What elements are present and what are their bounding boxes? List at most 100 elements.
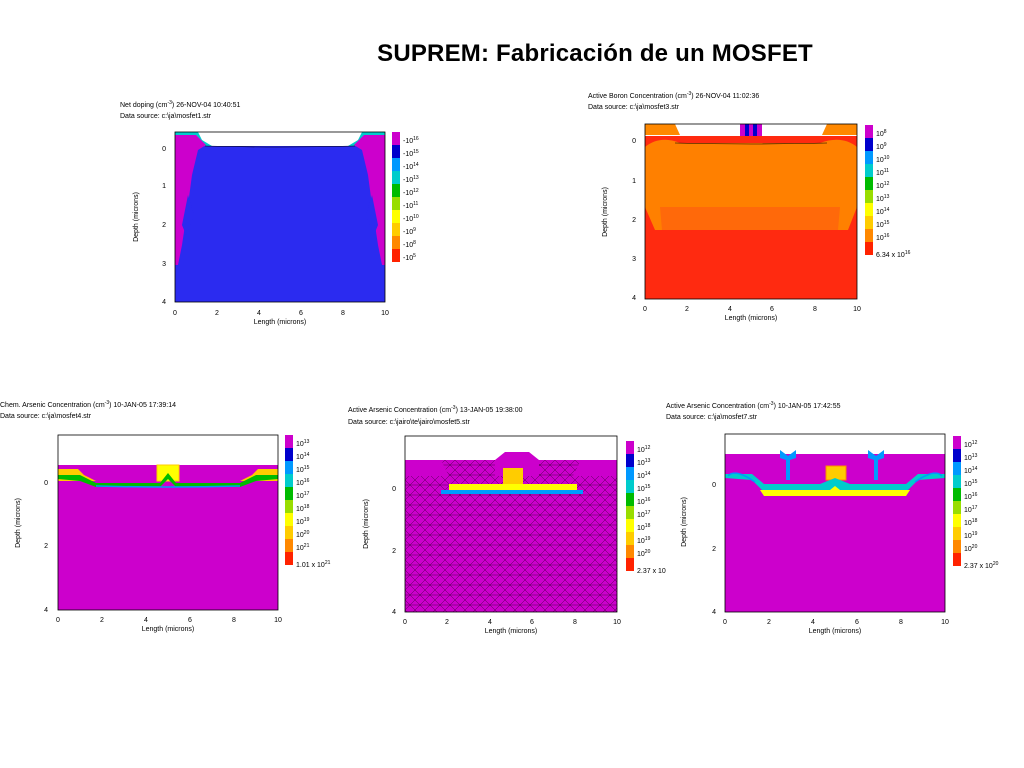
- x-axis-title: Length (microns): [809, 628, 862, 635]
- x-tick-label: 2: [685, 306, 689, 313]
- legend-swatch: [392, 184, 400, 197]
- doping-region-left: [175, 135, 206, 265]
- x-tick-label: 0: [723, 619, 727, 626]
- plot-frame: [724, 433, 946, 613]
- x-tick-label: 8: [341, 310, 345, 317]
- legend: 108 109 1010 1011 1012 1013 1014 1015 1016 6.34 x…: [865, 125, 911, 259]
- legend-label: 108: [876, 129, 887, 138]
- legend-label: -108: [403, 240, 416, 249]
- legend-swatch: [285, 526, 293, 539]
- spacer-right: [868, 450, 884, 480]
- legend-swatch: [953, 553, 961, 566]
- legend-swatch: [285, 487, 293, 500]
- legend-swatch: [865, 216, 873, 229]
- y-tick-label: 2: [632, 217, 636, 224]
- plot-frame: [404, 435, 618, 613]
- legend-label: -1014: [403, 162, 419, 171]
- gate-stripe: [745, 124, 749, 136]
- y-tick-label: 4: [162, 299, 166, 306]
- legend-label: 1011: [876, 168, 889, 177]
- legend-swatch: [285, 448, 293, 461]
- legend: 1012 1013 1014 1015 1016 1017 1018 1019 1020 2.37…: [953, 436, 999, 570]
- legend-label: 1015: [964, 479, 978, 488]
- x-tick-label: 2: [100, 617, 104, 624]
- junction-band: [441, 490, 583, 494]
- legend-label: -1013: [403, 175, 419, 184]
- legend-swatch: [865, 177, 873, 190]
- legend-label: 1015: [876, 220, 890, 229]
- legend-swatch: [626, 545, 634, 558]
- y-tick-label: 0: [712, 482, 716, 489]
- y-tick-label: 4: [712, 609, 716, 616]
- legend-label: 1012: [637, 445, 651, 454]
- legend-swatch: [865, 229, 873, 242]
- legend-label: 1016: [876, 233, 890, 242]
- y-tick-label: 0: [162, 146, 166, 153]
- y-tick-label: 2: [712, 546, 716, 553]
- x-tick-label: 2: [445, 619, 449, 626]
- legend-label: 1015: [637, 484, 651, 493]
- y-tick-label: 2: [44, 543, 48, 550]
- legend-swatch: [392, 197, 400, 210]
- legend-label: 1014: [637, 471, 651, 480]
- legend-label: 1014: [876, 207, 890, 216]
- legend-swatch: [865, 125, 873, 138]
- legend-label: 1016: [637, 497, 651, 506]
- field-oxide-right: [910, 454, 945, 472]
- legend-label: -1015: [403, 149, 419, 158]
- legend-swatch: [953, 462, 961, 475]
- plot-area: [57, 434, 279, 611]
- x-tick-label: 10: [853, 306, 861, 313]
- legend-label: 1013: [964, 453, 978, 462]
- spacer-left: [780, 450, 796, 480]
- legend-label: -109: [403, 227, 416, 236]
- implant-band: [449, 484, 577, 490]
- legend-swatch: [953, 501, 961, 514]
- panel-header: Net doping (cm-3) 26-NOV-04 10:40:51: [120, 100, 241, 109]
- panel-header: Chem. Arsenic Concentration (cm-3) 10-JA…: [0, 400, 176, 409]
- panel-net-doping-svg: Net doping (cm-3) 26-NOV-04 10:40:51 Dat…: [120, 100, 419, 326]
- legend-swatch: [626, 441, 634, 454]
- legend-label: 1012: [876, 181, 890, 190]
- legend-label: -1010: [403, 214, 419, 223]
- implant-band: [725, 474, 945, 492]
- legend-label: 1019: [296, 517, 310, 526]
- plot-frame: [57, 434, 279, 611]
- gate-stripe: [753, 124, 757, 136]
- x-tick-label: 8: [813, 306, 817, 313]
- y-tick-label: 2: [392, 548, 396, 555]
- y-tick-label: 0: [392, 486, 396, 493]
- legend-swatch: [626, 467, 634, 480]
- legend-swatch: [285, 552, 293, 565]
- y-tick-label: 0: [44, 480, 48, 487]
- y-axis: 0 1 2 3 4 Depth (microns): [133, 146, 166, 306]
- legend-swatch: [392, 171, 400, 184]
- legend-swatch: [626, 480, 634, 493]
- legend-swatch: [626, 519, 634, 532]
- legend-swatch: [392, 249, 400, 262]
- x-tick-label: 10: [274, 617, 282, 624]
- legend-label: 1020: [964, 544, 978, 553]
- substrate-region: [175, 132, 385, 302]
- panel-net-doping: Net doping (cm-3) 26-NOV-04 10:40:51 Dat…: [110, 95, 440, 335]
- x-tick-label: 4: [728, 306, 732, 313]
- legend-label: 1020: [296, 530, 310, 539]
- legend-swatch: [865, 242, 873, 255]
- field-oxide-right: [822, 124, 857, 135]
- y-tick-label: 1: [632, 178, 636, 185]
- legend-label: 1013: [876, 194, 890, 203]
- legend-swatch: [953, 475, 961, 488]
- legend-label: 109: [876, 142, 887, 151]
- x-axis: 0 2 4 6 8 10 Length (microns): [723, 619, 949, 635]
- page-title: SUPREM: Fabricación de un MOSFET: [377, 40, 813, 67]
- legend-label: 1016: [964, 492, 978, 501]
- doping-island-right: [366, 195, 378, 235]
- legend-label: 1018: [964, 518, 978, 527]
- panel-active-boron: Active Boron Concentration (cm-3) 26-NOV…: [580, 87, 920, 327]
- x-axis-title: Length (microns): [142, 626, 195, 633]
- y-axis-title: Depth (microns): [15, 498, 22, 548]
- legend-swatch: [953, 436, 961, 449]
- field-oxide-left: [725, 454, 760, 472]
- x-tick-label: 0: [403, 619, 407, 626]
- panel-source: Data source: c:\ja\mosfet1.str: [120, 113, 212, 120]
